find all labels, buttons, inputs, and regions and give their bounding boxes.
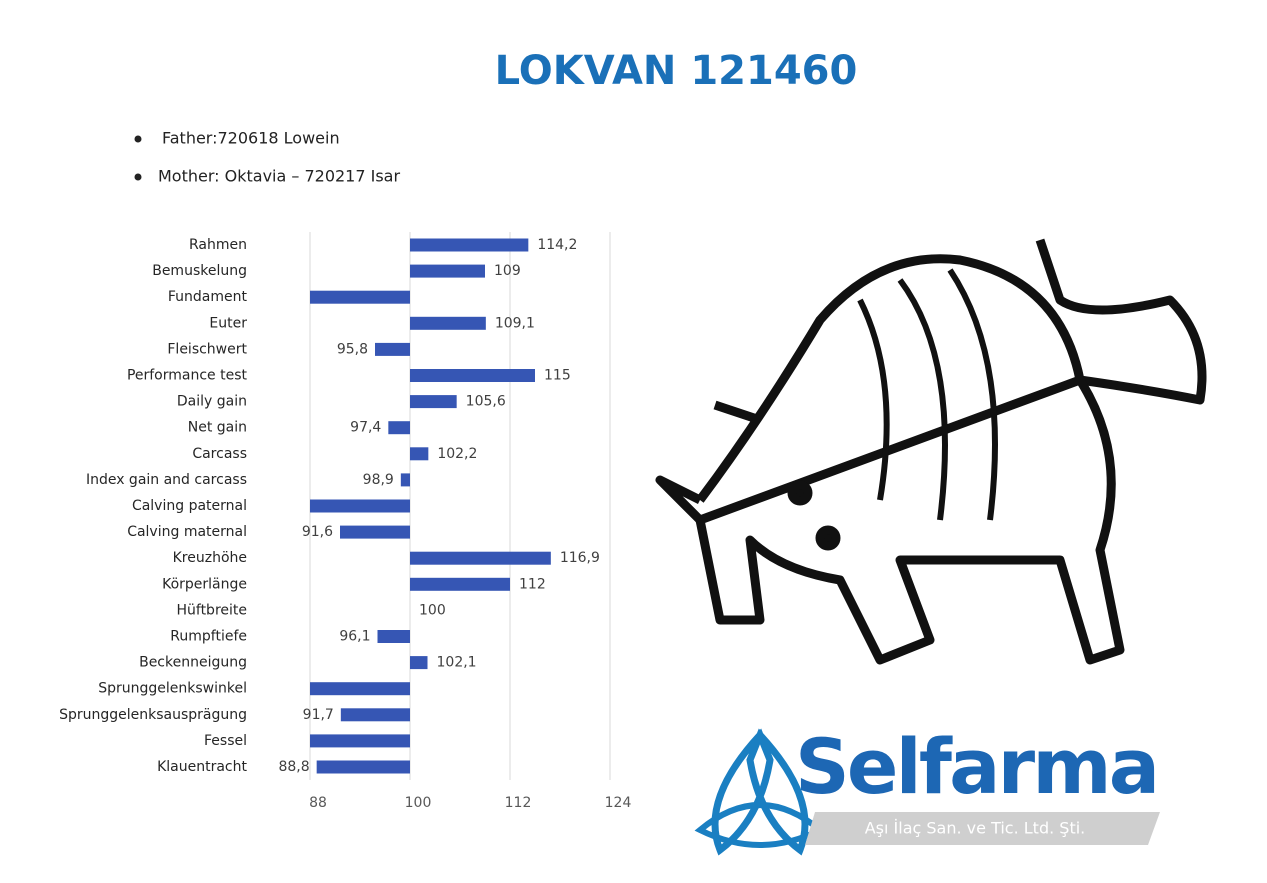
y-tick-label: Fessel: [204, 733, 247, 749]
y-tick-label: Performance test: [127, 368, 248, 384]
data-label: 91,7: [303, 707, 334, 723]
bullet-dot: [134, 173, 142, 181]
x-tick-label: 112: [505, 795, 532, 811]
bar: [410, 395, 457, 409]
bar: [310, 734, 410, 748]
y-tick-label: Carcass: [192, 446, 247, 462]
y-tick-label: Hüftbreite: [176, 602, 247, 618]
logo-banner: [805, 812, 1160, 845]
y-tick-label: Kreuzhöhe: [173, 550, 247, 566]
y-tick-label: Calving paternal: [132, 498, 247, 514]
y-tick-label: Rahmen: [189, 237, 247, 253]
y-tick-label: Index gain and carcass: [86, 472, 247, 488]
data-label: 112: [519, 576, 546, 592]
bar: [310, 290, 410, 304]
bar: [400, 473, 410, 487]
bar: [410, 316, 486, 330]
logo-tagline: Aşı İlaç San. ve Tic. Ltd. Şti.: [865, 819, 1086, 838]
y-tick-label: Körperlänge: [162, 576, 247, 592]
x-tick-label: 88: [309, 795, 327, 811]
data-label: 88,8: [278, 759, 309, 775]
y-tick-label: Bemuskelung: [152, 263, 247, 279]
data-label: 102,2: [437, 446, 477, 462]
data-label: 116,9: [560, 550, 600, 566]
y-tick-label: Daily gain: [177, 394, 247, 410]
bar: [310, 499, 410, 513]
y-tick-label: Sprunggelenksausprägung: [59, 707, 247, 723]
title: LOKVAN 121460: [495, 48, 858, 94]
data-label: 98,9: [363, 472, 394, 488]
bullet: Mother: Oktavia – 720217 Isar: [158, 167, 400, 186]
y-tick-label: Klauentracht: [157, 759, 247, 775]
y-tick-label: Fleischwert: [167, 341, 247, 357]
bar-chart: 88 100 112 124 Rahmen 114,2 Bemuskelung 109 Fund…: [59, 232, 631, 811]
bar: [410, 238, 529, 252]
bar: [340, 708, 410, 722]
data-label: 91,6: [302, 524, 333, 540]
bar: [410, 447, 429, 461]
bar: [410, 577, 510, 591]
data-label: 97,4: [350, 420, 381, 436]
x-tick-label: 124: [605, 795, 632, 811]
bar: [377, 630, 410, 643]
y-tick-label: Euter: [209, 315, 247, 331]
logo-mark: [711, 728, 809, 856]
y-tick-label: Calving maternal: [127, 524, 247, 540]
data-label: 109: [494, 263, 521, 279]
data-label: 100: [419, 602, 446, 618]
y-tick-label: Rumpftiefe: [170, 629, 247, 645]
y-tick-label: Fundament: [168, 289, 248, 305]
data-label: 109,1: [495, 315, 535, 331]
data-label: 95,8: [337, 341, 368, 357]
bar: [375, 342, 410, 356]
bullet-dot: [134, 135, 142, 143]
bullet: Father:720618 Lowein: [162, 129, 340, 148]
bar: [388, 421, 410, 435]
y-tick-label: Net gain: [188, 420, 247, 436]
bar: [340, 525, 410, 539]
data-label: 96,1: [339, 629, 370, 645]
data-label: 114,2: [537, 237, 577, 253]
bar: [316, 760, 410, 774]
logo: Selfarma Aşı İlaç San. ve Tic. Ltd. Şti.: [694, 722, 1160, 856]
bar: [410, 656, 428, 670]
bar: [410, 264, 485, 278]
y-tick-label: Beckenneigung: [139, 655, 247, 671]
data-label: 105,6: [466, 394, 506, 410]
logo-name: Selfarma: [795, 722, 1160, 811]
bar: [410, 551, 551, 565]
bar: [410, 369, 535, 382]
data-label: 102,1: [437, 655, 477, 671]
bar: [310, 682, 410, 696]
bull-illustration: [655, 238, 1207, 665]
data-label: 115: [544, 368, 571, 384]
y-tick-label: Sprunggelenkswinkel: [98, 681, 247, 697]
x-tick-label: 100: [405, 795, 432, 811]
